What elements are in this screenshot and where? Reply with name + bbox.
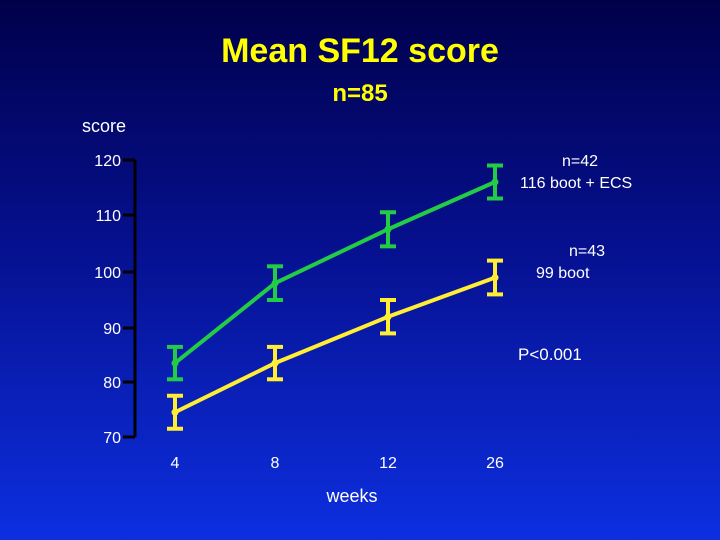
chart-title: Mean SF12 score: [221, 32, 499, 70]
y-tick-label: 90: [103, 321, 121, 338]
series-n-label: n=43: [569, 243, 605, 260]
data-point: [384, 225, 392, 233]
y-tick-label: 80: [103, 375, 121, 392]
data-point: [384, 313, 392, 321]
y-tick-label: 100: [94, 265, 121, 282]
data-point: [491, 178, 499, 186]
y-tick-label: 70: [103, 430, 121, 447]
y-tick-label: 110: [95, 208, 121, 225]
y-axis-label: score: [82, 116, 126, 136]
x-tick-label: 4: [171, 455, 180, 472]
data-point: [171, 408, 179, 416]
x-tick-label: 26: [486, 455, 504, 472]
data-point: [271, 359, 279, 367]
series-line-boot-ecs: [173, 180, 496, 365]
series-line-boot: [174, 275, 496, 415]
chart-subtitle: n=85: [332, 80, 388, 107]
x-tick-label: 8: [271, 455, 280, 472]
p-value-annotation: P<0.001: [518, 345, 582, 364]
data-point: [491, 274, 499, 282]
series-end-label: 99 boot: [536, 265, 590, 282]
x-tick-label: 12: [379, 455, 397, 472]
data-point: [271, 279, 279, 287]
data-point: [171, 359, 179, 367]
series-n-label: n=42: [562, 153, 598, 170]
series-end-label: 116 boot + ECS: [520, 175, 632, 192]
y-tick-label: 120: [94, 153, 121, 170]
x-axis-label: weeks: [325, 486, 377, 506]
